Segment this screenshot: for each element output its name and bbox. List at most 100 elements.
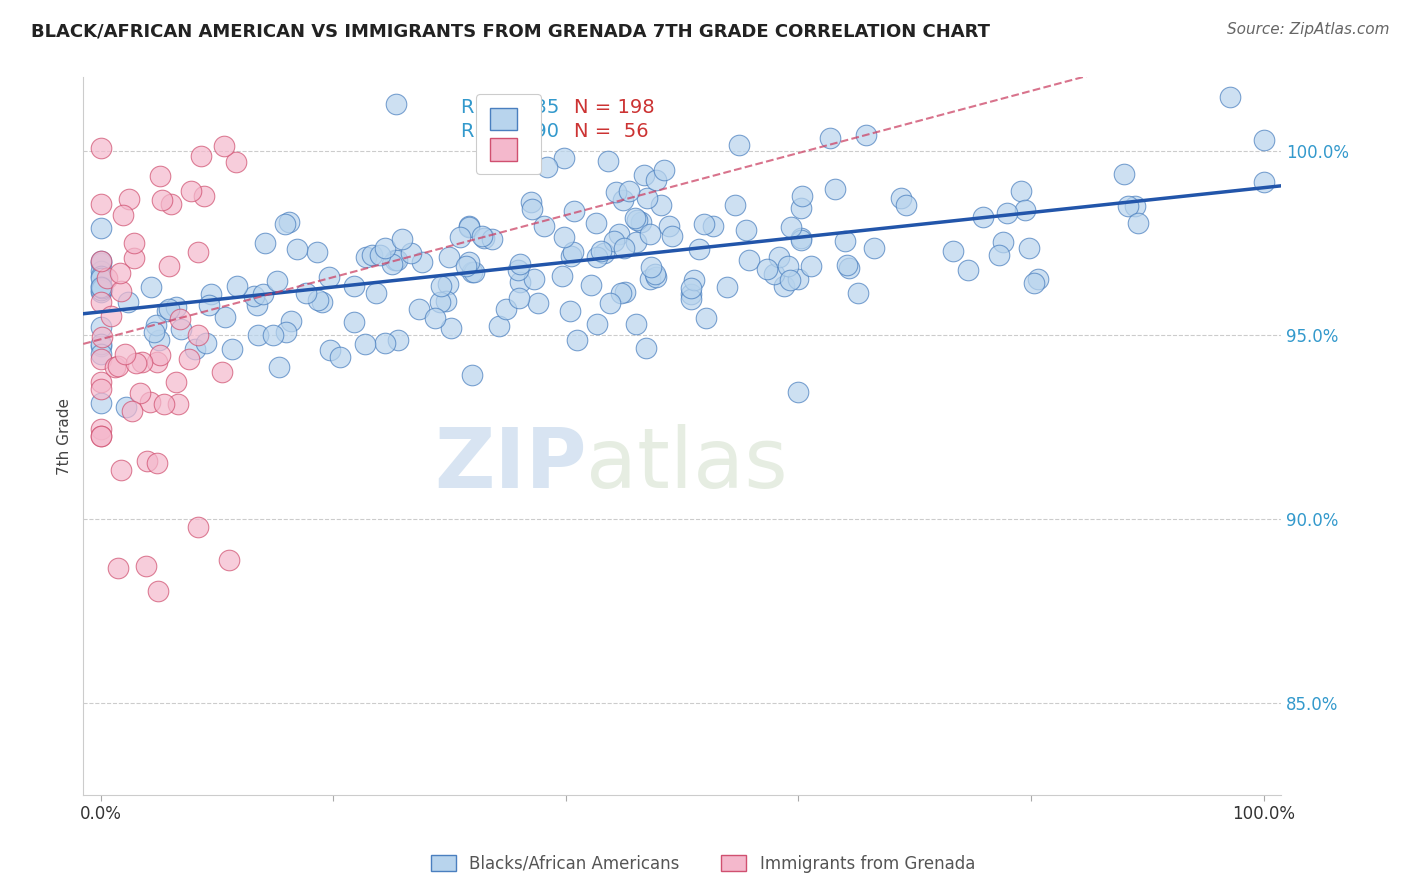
Point xyxy=(640,260,662,274)
Point xyxy=(90,294,112,309)
Point xyxy=(458,255,481,269)
Point xyxy=(159,197,181,211)
Point xyxy=(165,376,187,390)
Point xyxy=(243,288,266,302)
Point xyxy=(145,456,167,470)
Point xyxy=(520,202,543,216)
Point xyxy=(658,219,681,234)
Point xyxy=(846,285,869,300)
Point xyxy=(789,233,811,247)
Text: Source: ZipAtlas.com: Source: ZipAtlas.com xyxy=(1226,22,1389,37)
Text: N = 198: N = 198 xyxy=(574,98,655,117)
Legend: Blacks/African Americans, Immigrants from Grenada: Blacks/African Americans, Immigrants fro… xyxy=(425,848,981,880)
Point xyxy=(110,463,132,477)
Point xyxy=(184,342,207,356)
Point xyxy=(1022,276,1045,290)
Point xyxy=(460,265,482,279)
Text: R = 0.190: R = 0.190 xyxy=(461,122,558,142)
Point xyxy=(90,422,112,436)
Point xyxy=(246,298,269,312)
Point xyxy=(610,286,633,301)
Point xyxy=(90,336,112,351)
Point xyxy=(430,279,453,293)
Point xyxy=(942,244,965,258)
Point xyxy=(385,97,408,112)
Point xyxy=(280,314,302,328)
Point xyxy=(145,355,167,369)
Point xyxy=(96,271,118,285)
Point xyxy=(636,191,658,205)
Point xyxy=(449,229,471,244)
Point xyxy=(366,286,388,301)
Point xyxy=(411,255,433,269)
Point xyxy=(387,333,409,347)
Point xyxy=(458,219,481,233)
Point xyxy=(763,268,786,282)
Point xyxy=(818,131,841,145)
Point xyxy=(90,382,112,396)
Point xyxy=(603,235,626,249)
Point xyxy=(360,247,382,261)
Point xyxy=(90,319,112,334)
Point xyxy=(835,258,858,272)
Point xyxy=(408,301,430,316)
Point xyxy=(143,46,166,61)
Point xyxy=(295,286,318,301)
Point xyxy=(1114,167,1136,181)
Point xyxy=(221,342,243,356)
Point xyxy=(90,221,112,235)
Point xyxy=(129,386,152,401)
Point xyxy=(246,327,269,342)
Point xyxy=(613,241,636,255)
Point xyxy=(384,253,406,268)
Point xyxy=(702,219,724,233)
Point xyxy=(755,261,778,276)
Point xyxy=(644,267,666,281)
Point xyxy=(1118,199,1140,213)
Point xyxy=(536,161,558,175)
Point xyxy=(391,232,413,246)
Text: N =  56: N = 56 xyxy=(574,122,650,142)
Point xyxy=(200,286,222,301)
Point xyxy=(598,154,620,169)
Point xyxy=(311,294,333,309)
Text: ZIP: ZIP xyxy=(434,425,586,506)
Text: atlas: atlas xyxy=(586,425,787,506)
Point xyxy=(728,138,751,153)
Text: R = 0.535: R = 0.535 xyxy=(461,98,560,117)
Point xyxy=(645,173,668,187)
Point xyxy=(150,193,173,207)
Point xyxy=(567,333,589,347)
Point xyxy=(553,151,575,165)
Point xyxy=(90,264,112,278)
Point xyxy=(122,251,145,265)
Point xyxy=(695,311,717,326)
Point xyxy=(688,242,710,256)
Point xyxy=(90,254,112,268)
Point xyxy=(508,262,530,277)
Point xyxy=(141,280,163,294)
Point xyxy=(638,227,661,241)
Point xyxy=(90,429,112,443)
Point xyxy=(90,270,112,285)
Point xyxy=(562,244,585,259)
Point xyxy=(579,278,602,293)
Point xyxy=(553,229,575,244)
Point xyxy=(180,184,202,198)
Point xyxy=(225,279,247,293)
Point xyxy=(148,333,170,347)
Point xyxy=(143,325,166,339)
Point xyxy=(533,219,555,234)
Point xyxy=(768,251,790,265)
Point xyxy=(354,250,377,264)
Point xyxy=(1123,199,1146,213)
Point xyxy=(198,297,221,311)
Point xyxy=(90,279,112,293)
Point xyxy=(170,322,193,336)
Point xyxy=(585,216,607,230)
Point xyxy=(716,279,738,293)
Point xyxy=(824,182,846,196)
Point xyxy=(274,218,297,232)
Point xyxy=(612,193,634,207)
Point xyxy=(1253,133,1275,147)
